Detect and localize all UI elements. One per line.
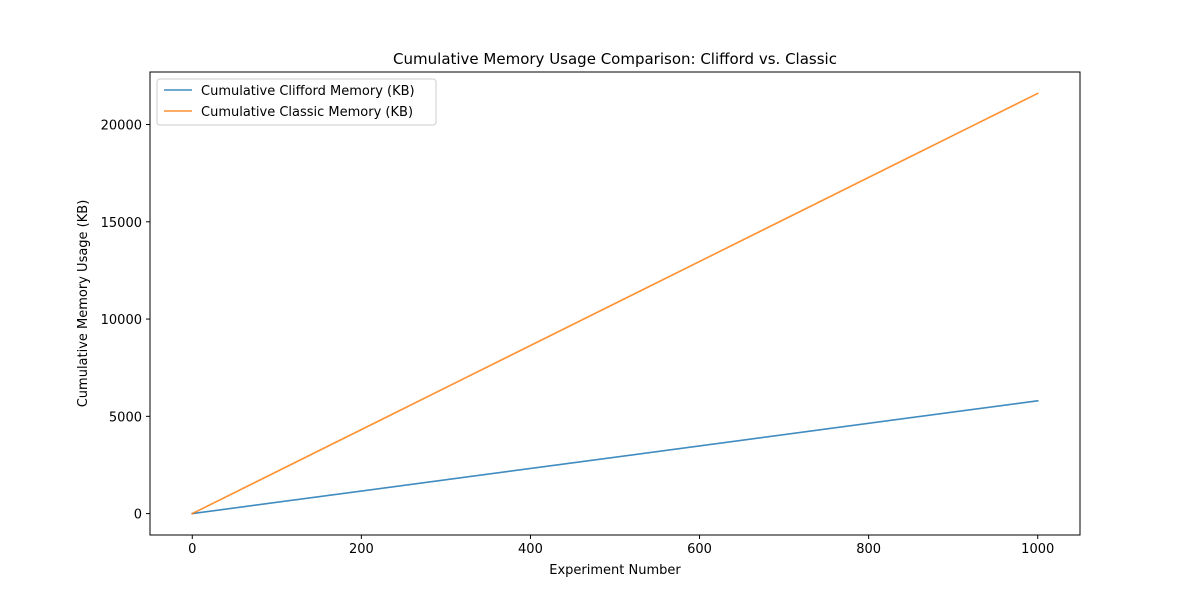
- series-line-1: [191, 92, 1039, 515]
- chart-title: Cumulative Memory Usage Comparison: Clif…: [393, 50, 837, 68]
- x-tick-label: 0: [188, 542, 196, 557]
- legend: Cumulative Clifford Memory (KB) Cumulativ…: [156, 78, 437, 126]
- y-tick-label: 10000: [101, 313, 142, 328]
- y-tick-label: 0: [134, 508, 142, 523]
- y-axis: 0 5000 10000 15000 20000: [101, 119, 150, 523]
- x-tick-label: 400: [518, 542, 543, 557]
- plot-frame: [149, 71, 1081, 536]
- x-tick-label: 600: [687, 542, 712, 557]
- y-tick-label: 15000: [101, 216, 142, 231]
- y-tick-label: 20000: [101, 119, 142, 134]
- plot-area: [149, 71, 1081, 536]
- legend-label-0: Cumulative Clifford Memory (KB): [201, 84, 415, 99]
- series-line-0: [191, 399, 1039, 515]
- x-tick-label: 800: [856, 542, 881, 557]
- series-group: [191, 92, 1039, 515]
- x-axis-label: Experiment Number: [549, 563, 681, 578]
- y-tick-label: 5000: [109, 410, 142, 425]
- x-tick-label: 1000: [1021, 542, 1054, 557]
- legend-frame: [156, 78, 437, 126]
- legend-entries: Cumulative Clifford Memory (KB) Cumulativ…: [164, 84, 415, 120]
- y-axis-label: Cumulative Memory Usage (KB): [76, 200, 91, 408]
- x-axis: 0 200 400 600 800 1000: [188, 535, 1054, 557]
- x-tick-label: 200: [349, 542, 374, 557]
- legend-label-1: Cumulative Classic Memory (KB): [201, 105, 413, 120]
